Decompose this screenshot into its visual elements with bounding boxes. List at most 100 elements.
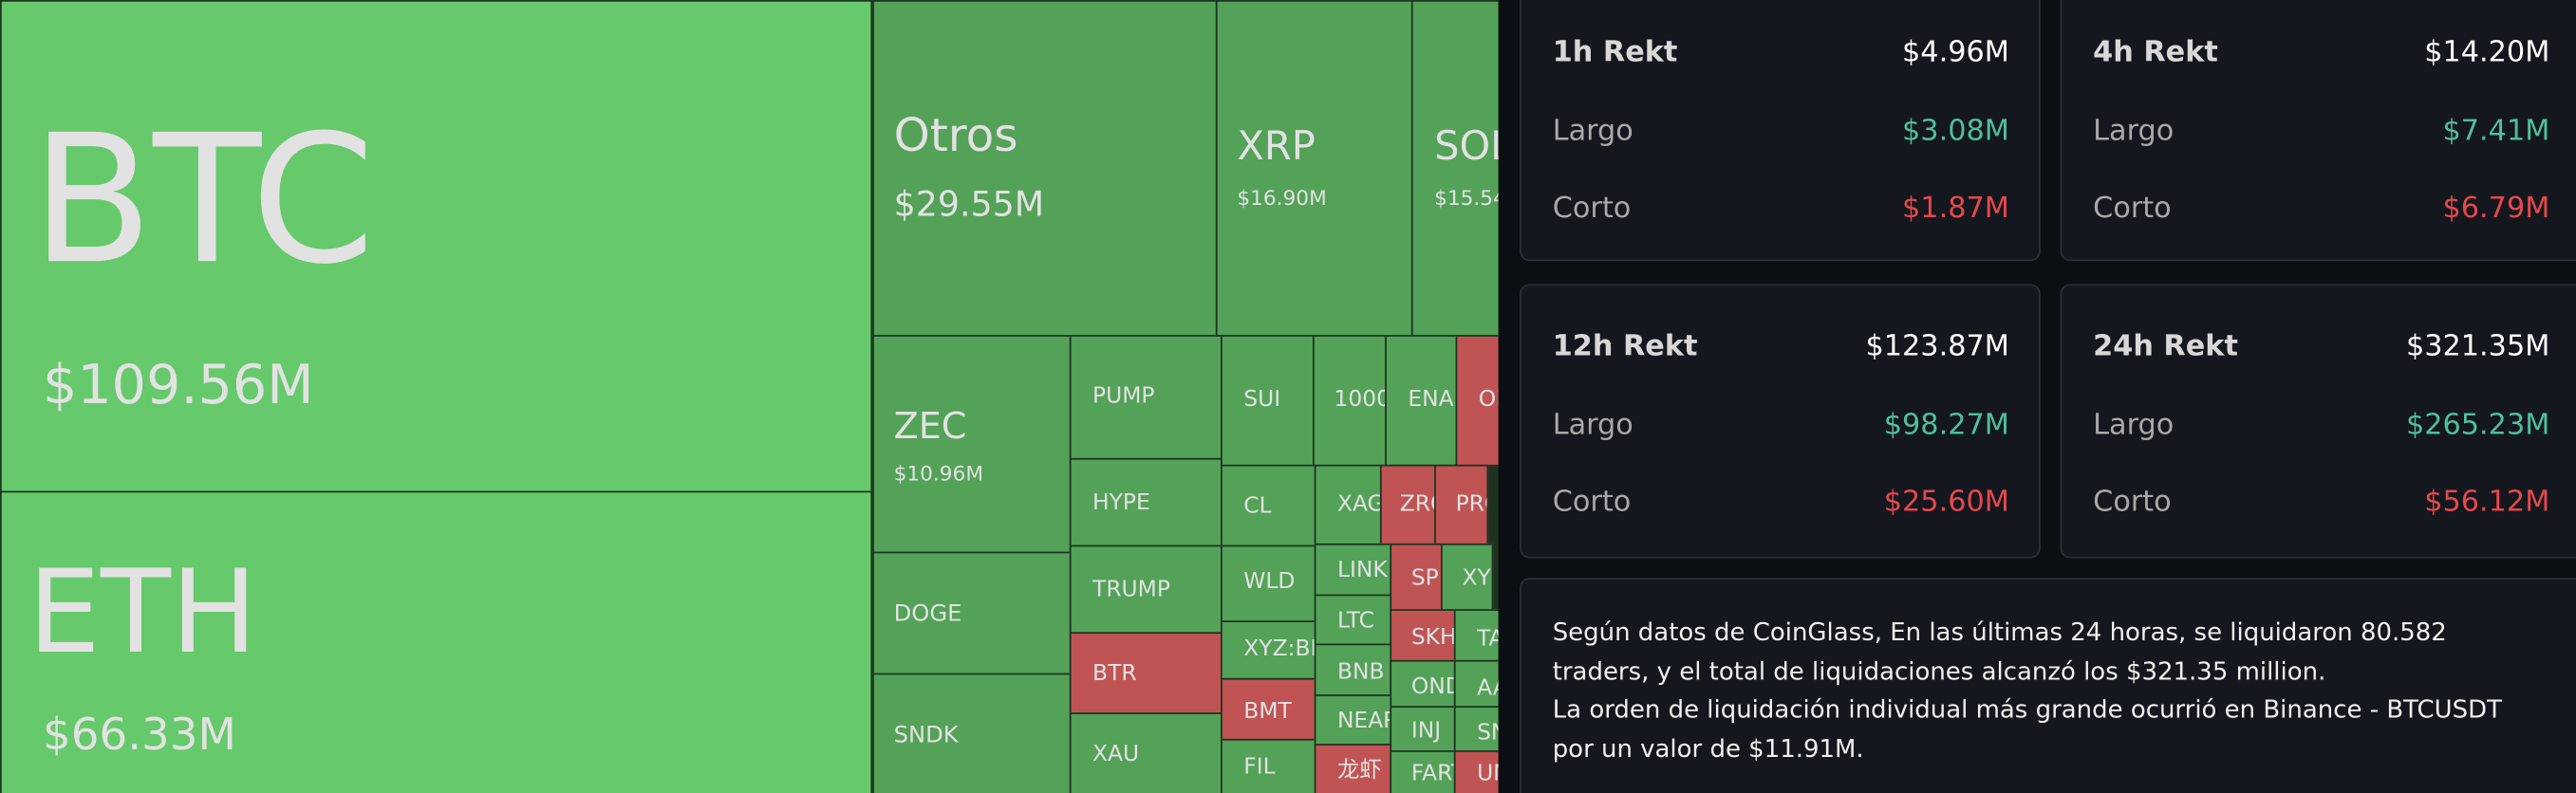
stat-label: 4h Rekt bbox=[2093, 36, 2218, 70]
tile: ETH $66.33M bbox=[0, 490, 873, 793]
stat-row: 12h Rekt $123.87M bbox=[1552, 330, 2009, 363]
stat-label: Largo bbox=[1552, 409, 1633, 443]
tile: LINK bbox=[1314, 543, 1392, 597]
summary-paragraph: Según datos de CoinGlass, En las últimas… bbox=[1552, 617, 2447, 686]
tile: XY bbox=[1440, 543, 1494, 611]
tile-value: $29.55M bbox=[893, 184, 1045, 225]
tile: 1000 bbox=[1312, 335, 1387, 467]
tile: XYZ:BR bbox=[1221, 620, 1316, 680]
tile-label: SP bbox=[1410, 564, 1439, 592]
tile-label: NEAR bbox=[1336, 708, 1390, 735]
stat-value: $6.79M bbox=[2442, 192, 2550, 226]
tile-value: $15.54M bbox=[1434, 185, 1499, 211]
tile-label: ZRO bbox=[1399, 490, 1434, 518]
tile: XAU bbox=[1069, 712, 1223, 793]
tile: ZRO bbox=[1379, 464, 1436, 545]
tile-label: FIL bbox=[1243, 753, 1276, 781]
stat-row: Largo $265.23M bbox=[2093, 409, 2550, 443]
stat-card: 24h Rekt $321.35M Largo $265.23M Corto $56.12… bbox=[2060, 284, 2576, 559]
stat-label: 1h Rekt bbox=[1552, 36, 1678, 70]
tile-label: BMT bbox=[1243, 698, 1292, 725]
summary-text: Según datos de CoinGlass, En las últimas… bbox=[1553, 614, 2539, 768]
tile: AA bbox=[1453, 659, 1499, 709]
stat-row: Largo $98.27M bbox=[1552, 409, 2009, 443]
tile-label: SNDK bbox=[893, 722, 959, 749]
tile-label: SOL bbox=[1434, 122, 1499, 170]
tile-label: WLD bbox=[1243, 568, 1296, 596]
tile-label: ZEC bbox=[893, 407, 967, 449]
tile: SUI bbox=[1221, 335, 1315, 467]
tile-label: XRP bbox=[1237, 122, 1316, 170]
tile-label: 1000 bbox=[1334, 386, 1387, 413]
tile: TA bbox=[1453, 609, 1499, 662]
tile-label: PUMP bbox=[1092, 382, 1155, 410]
tile: 龙虾 bbox=[1314, 744, 1392, 793]
stat-row: Corto $25.60M bbox=[1553, 489, 2009, 518]
tile-label: OND bbox=[1410, 673, 1454, 700]
tile: BMT bbox=[1221, 677, 1316, 741]
tile-label: PRO bbox=[1455, 490, 1487, 518]
stat-label: Largo bbox=[2093, 115, 2175, 149]
stat-value: $3.08M bbox=[1902, 115, 2009, 149]
tile-label: XY bbox=[1462, 564, 1491, 592]
tile-value: $66.33M bbox=[43, 710, 236, 762]
stat-card: 1h Rekt $4.96M Largo $3.08M Corto $1.87M bbox=[1520, 0, 2041, 262]
tile-label: CL bbox=[1243, 492, 1272, 520]
stat-card: 12h Rekt $123.87M Largo $98.27M Corto $25.60M bbox=[1520, 284, 2041, 559]
tile-value: $109.56M bbox=[43, 352, 314, 416]
tile: CL bbox=[1221, 464, 1316, 547]
stat-label: Corto bbox=[1552, 192, 1632, 226]
stat-value: $25.60M bbox=[1883, 486, 2009, 520]
tile-label: SKH bbox=[1410, 624, 1456, 651]
stat-row: Corto $56.12M bbox=[2093, 489, 2549, 518]
tile-label: HYPE bbox=[1092, 489, 1150, 516]
tile-label: LTC bbox=[1336, 607, 1374, 635]
stat-row: 1h Rekt $4.96M bbox=[1552, 36, 2009, 70]
tile: INJ bbox=[1390, 706, 1456, 752]
stat-label: 12h Rekt bbox=[1552, 330, 1698, 363]
tile-label: UN bbox=[1477, 760, 1499, 787]
tile: PRO bbox=[1434, 464, 1489, 545]
stat-value: $7.41M bbox=[2442, 115, 2550, 149]
tile-label: ENA bbox=[1408, 386, 1454, 413]
tile: SKH bbox=[1390, 609, 1456, 662]
tile-label: SN bbox=[1477, 719, 1499, 747]
tile-label: ETH bbox=[28, 544, 258, 680]
tile: PUMP bbox=[1069, 335, 1223, 460]
tile: FIL bbox=[1221, 738, 1316, 793]
tile-label: DOGE bbox=[893, 600, 962, 628]
tile: WLD bbox=[1221, 544, 1316, 623]
stat-row: Corto $1.87M bbox=[1553, 195, 2009, 224]
tile: SN bbox=[1453, 706, 1499, 752]
tile-value: $10.96M bbox=[893, 460, 983, 486]
tile-label: BTC bbox=[30, 98, 375, 304]
summary-card: Según datos de CoinGlass, En las últimas… bbox=[1520, 578, 2576, 793]
stat-row: 4h Rekt $14.20M bbox=[2093, 36, 2550, 70]
tile: Otros $29.55M bbox=[872, 0, 1218, 337]
stat-value: $265.23M bbox=[2405, 409, 2550, 443]
tile-label: ON bbox=[1478, 386, 1499, 413]
tile: NEAR bbox=[1314, 694, 1392, 746]
tile-label: TRUMP bbox=[1092, 576, 1170, 603]
tile: FART bbox=[1390, 750, 1456, 793]
stat-row: Largo $3.08M bbox=[1553, 115, 2009, 149]
tile-label: BTR bbox=[1092, 660, 1137, 687]
stat-value: $14.20M bbox=[2424, 36, 2550, 70]
tile-label: XAG bbox=[1336, 490, 1382, 518]
stat-label: Largo bbox=[2093, 409, 2175, 443]
tile: OND bbox=[1390, 659, 1456, 709]
tile: TRUMP bbox=[1069, 544, 1223, 635]
tile: BTC $109.56M bbox=[0, 0, 873, 493]
stat-label: Corto bbox=[2093, 192, 2172, 226]
tile: SNDK bbox=[872, 673, 1072, 793]
tile-label: 龙虾 bbox=[1336, 757, 1382, 784]
summary-paragraph: La orden de liquidación individual más g… bbox=[1552, 694, 2502, 764]
tile: ENA bbox=[1385, 335, 1458, 467]
treemap: BTC $109.56M ETH $66.33M Otros $29.55M XRP $16.… bbox=[0, 0, 1499, 793]
tile: HYPE bbox=[1069, 457, 1223, 547]
tile-label: BNB bbox=[1336, 658, 1385, 686]
stat-value: $4.96M bbox=[1902, 36, 2009, 70]
stat-label: 24h Rekt bbox=[2093, 330, 2238, 363]
